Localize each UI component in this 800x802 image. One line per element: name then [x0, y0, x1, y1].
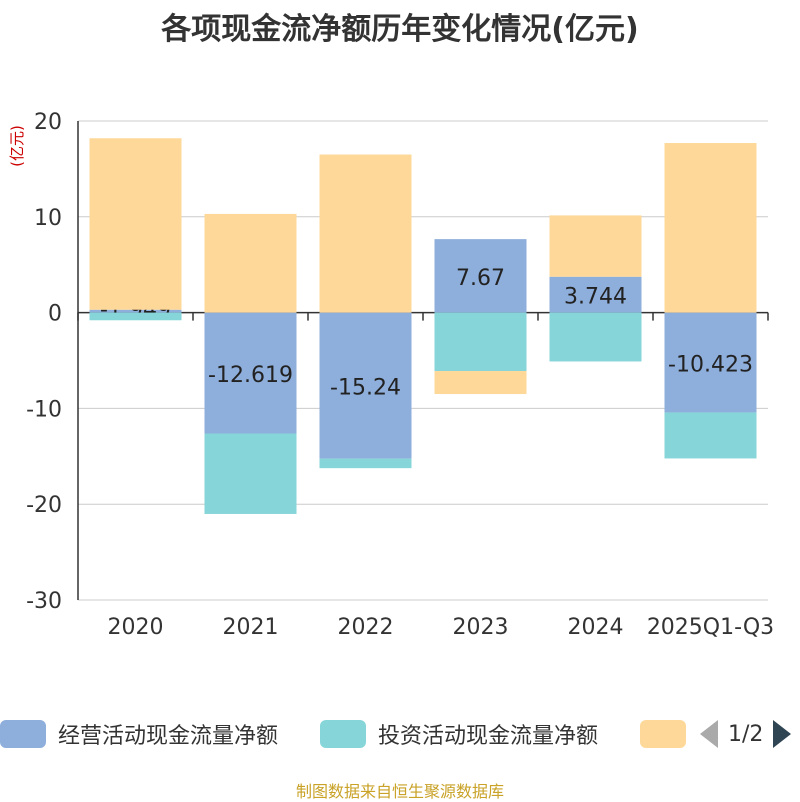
legend: 经营活动现金流量净额 投资活动现金流量净额: [0, 716, 800, 756]
x-tick-label: 2023: [453, 615, 509, 640]
stacked-bar-chart: 20100-10-20-30(亿元)-1.9492020-12.6192021-…: [8, 110, 774, 640]
bar-financing-2022: [319, 154, 412, 313]
legend-item-investing[interactable]: 投资活动现金流量净额: [320, 716, 598, 752]
legend-label-operating: 经营活动现金流量净额: [58, 724, 279, 749]
bar-investing-2023: [434, 312, 527, 372]
x-tick-label: 2024: [568, 615, 624, 640]
bar-operating-2024: [549, 276, 642, 313]
legend-item-financing[interactable]: [640, 716, 698, 752]
chart-title: 各项现金流净额历年变化情况(亿元): [161, 12, 639, 47]
legend-next-icon[interactable]: [773, 720, 792, 748]
bar-financing-2021: [204, 213, 297, 313]
bar-investing-2020: [89, 312, 182, 321]
bar-financing-2025Q1-Q3: [664, 143, 757, 313]
legend-swatch-financing: [640, 720, 686, 748]
legend-pager: 1/2: [700, 716, 792, 752]
bar-financing-2020: [89, 138, 182, 310]
y-tick-label: 10: [34, 206, 62, 231]
bar-operating-2021: [204, 312, 297, 434]
bar-operating-2022: [319, 312, 412, 459]
x-tick-label: 2020: [108, 615, 164, 640]
y-tick-label: -30: [26, 589, 62, 614]
y-tick-label: -10: [26, 397, 62, 422]
y-tick-label: 20: [34, 110, 62, 135]
bar-financing-2023: [434, 371, 527, 395]
bar-operating-2023: [434, 239, 527, 313]
y-tick-label: 0: [48, 302, 62, 327]
data-label: -15.24: [330, 376, 401, 401]
legend-prev-icon[interactable]: [700, 720, 718, 748]
bar-investing-2022: [319, 458, 412, 469]
data-label: 7.67: [456, 266, 505, 291]
bar-investing-2025Q1-Q3: [664, 412, 757, 459]
legend-label-investing: 投资活动现金流量净额: [378, 724, 599, 749]
legend-page-indicator: 1/2: [728, 721, 764, 747]
legend-item-operating[interactable]: 经营活动现金流量净额: [0, 716, 278, 752]
y-tick-label: -20: [26, 493, 62, 518]
bar-financing-2024: [549, 215, 642, 277]
y-axis-label: (亿元): [8, 125, 26, 167]
x-tick-label: 2025Q1-Q3: [647, 615, 774, 640]
data-source-note: 制图数据来自恒生聚源数据库: [295, 782, 504, 801]
legend-swatch-operating: [0, 720, 46, 748]
data-label: -12.619: [208, 363, 293, 388]
bar-investing-2024: [549, 312, 642, 362]
x-tick-label: 2021: [223, 615, 279, 640]
legend-swatch-investing: [320, 720, 366, 748]
data-label: -10.423: [668, 353, 753, 378]
bar-investing-2021: [204, 433, 297, 514]
data-label: 3.744: [564, 285, 627, 310]
bar-operating-2020: [89, 309, 182, 313]
x-tick-label: 2022: [338, 615, 394, 640]
bar-operating-2025Q1-Q3: [664, 312, 757, 413]
